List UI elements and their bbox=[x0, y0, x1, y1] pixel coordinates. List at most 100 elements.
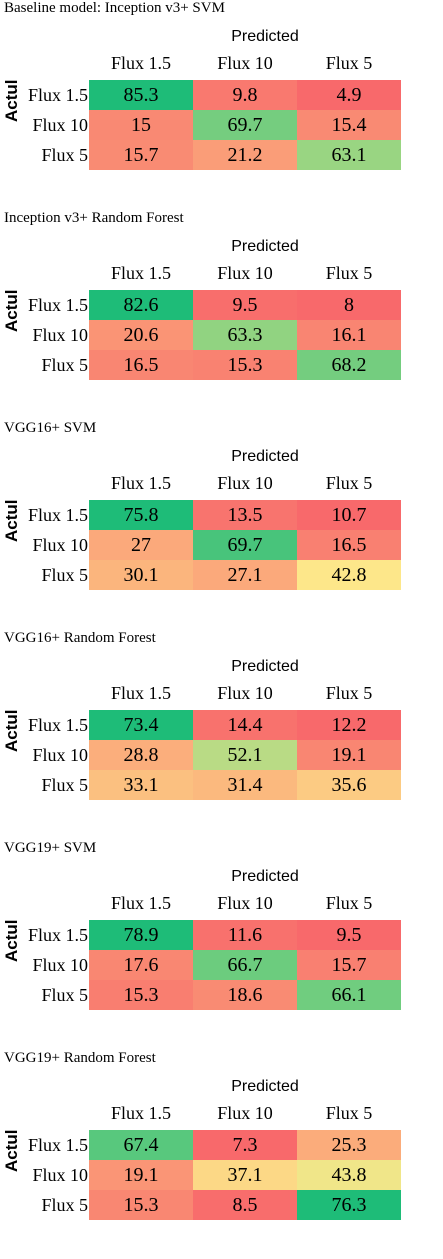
confusion-matrix-panel: Inception v3+ Random Forest Predicted Flux… bbox=[0, 210, 443, 410]
y-axis-label: Actul bbox=[2, 499, 21, 543]
heatmap-cell: 15.3 bbox=[89, 980, 193, 1010]
heatmap-cell: 19.1 bbox=[297, 740, 401, 770]
column-tick-label: Flux 1.5 bbox=[110, 893, 171, 913]
heatmap-cell: 18.6 bbox=[193, 980, 297, 1010]
heatmap-cell: 8.5 bbox=[193, 1190, 297, 1220]
row-tick-label: Flux 1.5 bbox=[27, 925, 88, 945]
column-tick-label: Flux 10 bbox=[217, 473, 273, 493]
row-tick-label: Flux 10 bbox=[32, 1165, 88, 1185]
confusion-matrix-panel: VGG16+ SVM Predicted Flux 1.5 Flux 10 Flux 5… bbox=[0, 420, 443, 620]
panel-title: VGG19+ SVM bbox=[4, 840, 97, 856]
column-tick-label: Flux 1.5 bbox=[110, 1103, 171, 1123]
heatmap-cell: 16.5 bbox=[89, 350, 193, 380]
column-tick-label: Flux 5 bbox=[325, 893, 373, 913]
heatmap-cell: 13.5 bbox=[193, 500, 297, 530]
heatmap-cell: 31.4 bbox=[193, 770, 297, 800]
column-tick-label: Flux 1.5 bbox=[110, 53, 171, 73]
row-tick-label: Flux 5 bbox=[41, 145, 88, 165]
column-tick-label: Flux 5 bbox=[325, 683, 373, 703]
heatmap-cell: 9.5 bbox=[297, 920, 401, 950]
heatmap-cell: 15.4 bbox=[297, 110, 401, 140]
heatmap-cell: 66.7 bbox=[193, 950, 297, 980]
heatmap-cell: 76.3 bbox=[297, 1190, 401, 1220]
heatmap-cell: 69.7 bbox=[193, 110, 297, 140]
y-axis-label: Actul bbox=[2, 709, 21, 753]
row-tick-label: Flux 10 bbox=[32, 535, 88, 555]
row-tick-label: Flux 1.5 bbox=[27, 85, 88, 105]
heatmap-cell: 8 bbox=[297, 290, 401, 320]
heatmap-cell: 37.1 bbox=[193, 1160, 297, 1190]
column-tick-label: Flux 10 bbox=[217, 53, 273, 73]
confusion-matrix-panel: VGG19+ SVM Predicted Flux 1.5 Flux 10 Flux 5… bbox=[0, 840, 443, 1040]
y-axis-label: Actul bbox=[2, 79, 21, 123]
heatmap-cell: 85.3 bbox=[89, 80, 193, 110]
heatmap-cell: 25.3 bbox=[297, 1130, 401, 1160]
heatmap-cell: 16.5 bbox=[297, 530, 401, 560]
x-axis-label: Predicted bbox=[231, 448, 299, 465]
column-tick-label: Flux 1.5 bbox=[110, 473, 171, 493]
y-axis-label: Actul bbox=[2, 919, 21, 963]
x-axis-label: Predicted bbox=[231, 238, 299, 255]
heatmap-cell: 68.2 bbox=[297, 350, 401, 380]
heatmap-cell: 15.7 bbox=[297, 950, 401, 980]
heatmap-cell: 19.1 bbox=[89, 1160, 193, 1190]
row-tick-label: Flux 5 bbox=[41, 985, 88, 1005]
panel-title: VGG19+ Random Forest bbox=[4, 1050, 156, 1066]
column-tick-label: Flux 10 bbox=[217, 893, 273, 913]
heatmap-cell: 15.3 bbox=[89, 1190, 193, 1220]
heatmap-cell: 42.8 bbox=[297, 560, 401, 590]
heatmap-cell: 15 bbox=[89, 110, 193, 140]
row-tick-label: Flux 5 bbox=[41, 775, 88, 795]
panel-title: VGG16+ SVM bbox=[4, 420, 97, 436]
heatmap-cell: 27.1 bbox=[193, 560, 297, 590]
heatmap-cell: 15.3 bbox=[193, 350, 297, 380]
heatmap-cell: 43.8 bbox=[297, 1160, 401, 1190]
x-axis-label: Predicted bbox=[231, 658, 299, 675]
row-tick-label: Flux 10 bbox=[32, 325, 88, 345]
heatmap-cell: 82.6 bbox=[89, 290, 193, 320]
heatmap-cell: 66.1 bbox=[297, 980, 401, 1010]
confusion-matrix-panel: VGG19+ Random Forest Predicted Flux 1.5 Flu… bbox=[0, 1050, 443, 1250]
heatmap-cell: 30.1 bbox=[89, 560, 193, 590]
heatmap-cell: 17.6 bbox=[89, 950, 193, 980]
panel-title: Baseline model: Inception v3+ SVM bbox=[4, 0, 225, 16]
row-tick-label: Flux 5 bbox=[41, 355, 88, 375]
heatmap-cell: 73.4 bbox=[89, 710, 193, 740]
confusion-matrix-panel: VGG16+ Random Forest Predicted Flux 1.5 Flu… bbox=[0, 630, 443, 830]
heatmap-cell: 69.7 bbox=[193, 530, 297, 560]
heatmap-cell: 28.8 bbox=[89, 740, 193, 770]
column-tick-label: Flux 5 bbox=[325, 53, 373, 73]
column-tick-label: Flux 10 bbox=[217, 683, 273, 703]
row-tick-label: Flux 5 bbox=[41, 565, 88, 585]
heatmap-cell: 9.8 bbox=[193, 80, 297, 110]
y-axis-label: Actul bbox=[2, 289, 21, 333]
heatmap-cell: 35.6 bbox=[297, 770, 401, 800]
heatmap-cell: 67.4 bbox=[89, 1130, 193, 1160]
heatmap-cell: 10.7 bbox=[297, 500, 401, 530]
column-tick-label: Flux 5 bbox=[325, 1103, 373, 1123]
heatmap-cell: 9.5 bbox=[193, 290, 297, 320]
row-tick-label: Flux 10 bbox=[32, 115, 88, 135]
heatmap-cell: 63.1 bbox=[297, 140, 401, 170]
row-tick-label: Flux 5 bbox=[41, 1195, 88, 1215]
column-tick-label: Flux 5 bbox=[325, 263, 373, 283]
confusion-matrix-panel: Baseline model: Inception v3+ SVM Predict… bbox=[0, 0, 443, 200]
heatmap-cell: 20.6 bbox=[89, 320, 193, 350]
heatmap-cell: 27 bbox=[89, 530, 193, 560]
heatmap-cell: 16.1 bbox=[297, 320, 401, 350]
heatmap-cell: 14.4 bbox=[193, 710, 297, 740]
row-tick-label: Flux 1.5 bbox=[27, 295, 88, 315]
heatmap-cell: 63.3 bbox=[193, 320, 297, 350]
heatmap-cell: 75.8 bbox=[89, 500, 193, 530]
column-tick-label: Flux 10 bbox=[217, 1103, 273, 1123]
heatmap-cell: 33.1 bbox=[89, 770, 193, 800]
heatmap-cell: 15.7 bbox=[89, 140, 193, 170]
column-tick-label: Flux 1.5 bbox=[110, 263, 171, 283]
column-tick-label: Flux 5 bbox=[325, 473, 373, 493]
row-tick-label: Flux 1.5 bbox=[27, 715, 88, 735]
panel-title: Inception v3+ Random Forest bbox=[4, 210, 184, 226]
heatmap-cell: 52.1 bbox=[193, 740, 297, 770]
x-axis-label: Predicted bbox=[231, 868, 299, 885]
heatmap-cell: 78.9 bbox=[89, 920, 193, 950]
heatmap-cell: 21.2 bbox=[193, 140, 297, 170]
